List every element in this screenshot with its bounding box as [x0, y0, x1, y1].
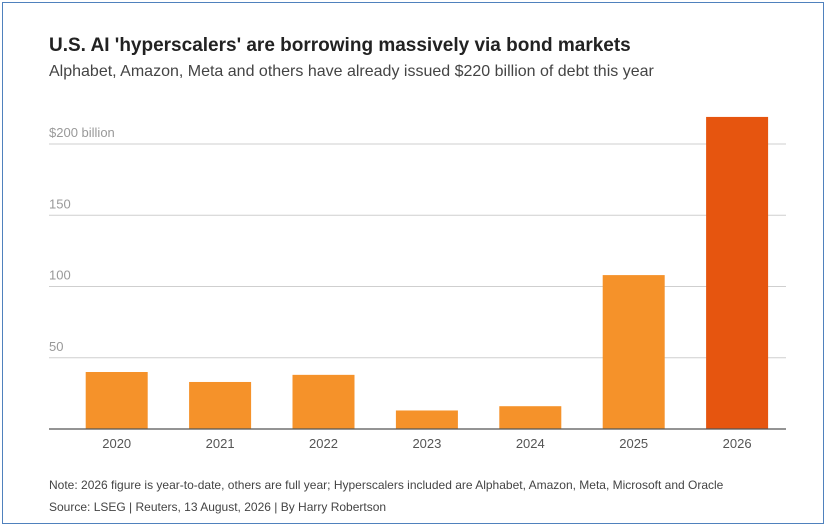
y-tick-label: 100 [49, 268, 71, 283]
x-tick-label: 2025 [619, 436, 648, 451]
y-tick-label: $200 billion [49, 125, 115, 140]
chart-note: Note: 2026 figure is year-to-date, other… [49, 478, 724, 492]
bar-2021 [189, 381, 252, 429]
bar-2022 [292, 374, 355, 429]
x-tick-label: 2026 [723, 436, 752, 451]
chart-subtitle: Alphabet, Amazon, Meta and others have a… [49, 63, 654, 80]
bar-2025 [602, 275, 665, 429]
x-tick-label: 2023 [412, 436, 441, 451]
x-tick-label: 2020 [102, 436, 131, 451]
bar-2024 [499, 406, 562, 429]
bar-2020 [85, 372, 148, 429]
y-tick-label: 50 [49, 339, 63, 354]
bar-2026 [706, 116, 769, 430]
bar-2023 [395, 410, 458, 429]
chart-title: U.S. AI 'hyperscalers' are borrowing mas… [49, 35, 631, 56]
y-tick-label: 150 [49, 196, 71, 211]
chart-source: Source: LSEG | Reuters, 13 August, 2026 … [49, 500, 387, 514]
x-tick-label: 2022 [309, 436, 338, 451]
x-tick-label: 2024 [516, 436, 545, 451]
x-tick-label: 2021 [206, 436, 235, 451]
